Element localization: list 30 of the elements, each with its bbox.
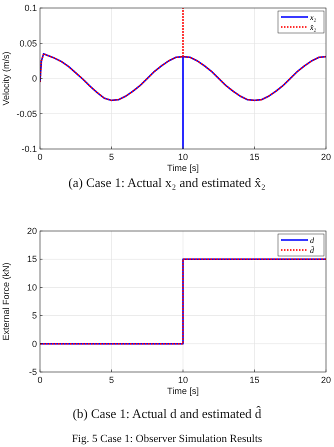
x-tick-label: 20 <box>320 375 332 385</box>
y-tick-label: 0.05 <box>19 38 37 48</box>
y-tick-label: 10 <box>26 282 37 292</box>
y-tick-label: -0.05 <box>16 108 37 119</box>
x-tick-label: 10 <box>178 375 188 385</box>
text: (a) Case 1: Actual x₂ and estimated x̂₂ <box>68 175 266 190</box>
legend-label: x̂₂ <box>309 23 317 32</box>
y-axis-title: External Force (kN) <box>1 262 11 341</box>
x-axis-title: Time [s] <box>167 386 199 396</box>
y-tick-label: -5 <box>28 367 37 377</box>
y-tick-label: 5 <box>32 310 37 321</box>
x-tick-label: 10 <box>178 152 188 162</box>
y-tick-label: 0.1 <box>24 3 37 13</box>
caption: Fig. 5 Case 1: Observer Simulation Results <box>72 433 262 445</box>
legend-label: x₂ <box>309 13 317 22</box>
text: (b) Case 1: Actual d and estimated d̂ <box>72 404 262 421</box>
legend-label: d <box>310 236 315 245</box>
x-tick-label: 5 <box>108 375 114 385</box>
legend-label: d̂ <box>310 245 315 255</box>
x-tick-label: 15 <box>249 375 260 385</box>
y-tick-label: -0.1 <box>21 144 37 154</box>
y-tick-label: 0 <box>32 338 37 349</box>
y-axis-title: Velocity (m/s) <box>1 51 11 106</box>
y-tick-label: 0 <box>32 74 37 84</box>
y-tick-label: 15 <box>26 254 37 264</box>
x-tick-label: 5 <box>108 152 114 162</box>
x-axis-title: Time [s] <box>167 163 199 173</box>
y-tick-label: 20 <box>26 226 37 236</box>
x-tick-label: 20 <box>320 152 332 162</box>
x-tick-label: 15 <box>249 152 260 162</box>
